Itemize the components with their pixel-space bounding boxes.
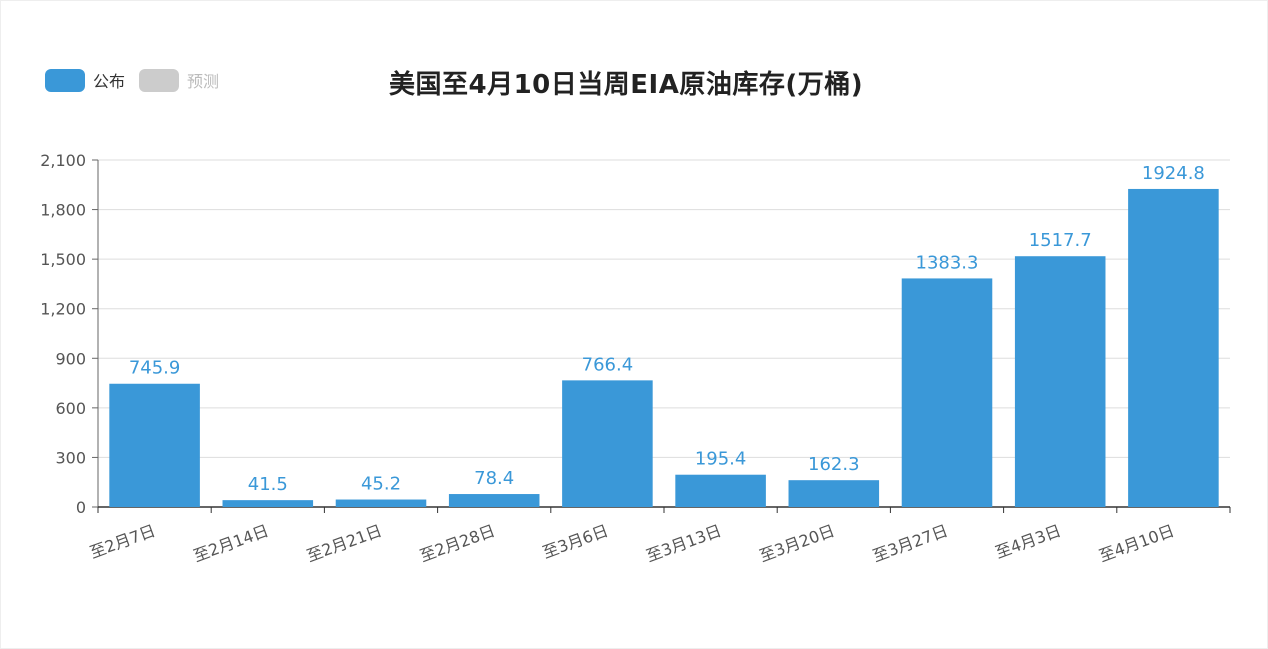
bar-value-label: 1383.3 <box>916 252 979 273</box>
legend-item-forecast[interactable]: 预测 <box>139 68 219 92</box>
bar[interactable] <box>675 474 766 507</box>
x-tick-label: 至4月3日 <box>993 521 1064 562</box>
bar-value-label: 45.2 <box>361 474 401 495</box>
y-tick-label: 900 <box>55 349 86 368</box>
bar[interactable] <box>335 499 427 507</box>
bar[interactable] <box>562 380 653 507</box>
y-tick-label: 1,800 <box>40 201 86 220</box>
bar[interactable] <box>222 500 314 507</box>
y-tick-label: 2,100 <box>40 151 86 170</box>
x-tick-label: 至3月20日 <box>757 521 837 566</box>
y-tick-label: 1,200 <box>40 300 86 319</box>
chart-title: 美国至4月10日当周EIA原油库存(万桶) <box>389 70 864 100</box>
bar[interactable] <box>1014 256 1106 507</box>
bar-value-label: 766.4 <box>582 354 634 375</box>
x-tick-label: 至2月7日 <box>87 521 158 562</box>
bar-value-label: 195.4 <box>695 449 747 470</box>
bar-value-label: 78.4 <box>474 468 514 489</box>
bar-value-label: 1517.7 <box>1029 230 1092 251</box>
x-tick-label: 至3月13日 <box>644 521 724 566</box>
bar-value-label: 1924.8 <box>1142 163 1205 184</box>
chart-legend: 公布 预测 <box>45 68 233 92</box>
x-tick-label: 至2月28日 <box>417 521 497 566</box>
bar-value-label: 162.3 <box>808 454 860 475</box>
bar-value-label: 41.5 <box>248 474 288 495</box>
y-tick-label: 1,500 <box>40 250 86 269</box>
legend-label-published: 公布 <box>93 72 126 91</box>
bar[interactable] <box>901 278 993 507</box>
legend-item-published[interactable]: 公布 <box>45 68 125 92</box>
legend-swatch-published <box>45 68 85 92</box>
y-tick-label: 600 <box>55 399 86 418</box>
bar-value-label: 745.9 <box>129 358 181 379</box>
x-tick-label: 至3月27日 <box>870 521 950 566</box>
bar[interactable] <box>448 494 540 507</box>
legend-swatch-forecast <box>139 68 180 92</box>
y-tick-label: 0 <box>76 498 86 517</box>
x-tick-label: 至4月10日 <box>1096 521 1176 566</box>
x-tick-label: 至3月6日 <box>540 521 611 562</box>
y-tick-label: 300 <box>55 448 86 467</box>
bar[interactable] <box>788 480 880 507</box>
x-tick-label: 至2月21日 <box>304 521 384 566</box>
bar[interactable] <box>1128 188 1219 507</box>
x-tick-label: 至2月14日 <box>191 521 271 566</box>
legend-label-forecast: 预测 <box>187 72 220 91</box>
bar[interactable] <box>109 383 200 507</box>
